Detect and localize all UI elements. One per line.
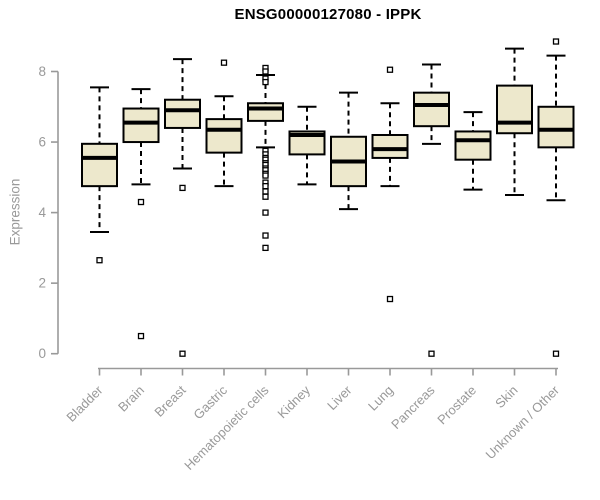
outlier-point	[262, 193, 269, 200]
x-axis-tick-label-brain: Brain	[115, 383, 147, 415]
box	[205, 118, 243, 154]
y-axis-tick-label: 4	[38, 205, 46, 220]
box	[537, 105, 575, 149]
x-axis-tick-label-prostate: Prostate	[434, 383, 479, 428]
x-axis-tick-label-pancreas: Pancreas	[388, 382, 438, 432]
outlier-point	[262, 188, 269, 195]
boxplot-prostate	[454, 111, 492, 191]
y-axis-tick-label: 2	[38, 276, 46, 291]
outlier-point	[96, 257, 103, 264]
x-axis-tick-label-skin: Skin	[492, 383, 520, 411]
outlier-point	[262, 68, 269, 75]
boxplot-lung	[371, 66, 409, 303]
outlier-point	[137, 198, 145, 206]
x-axis-tick-label-kidney: Kidney	[274, 382, 313, 421]
x-axis-tick-label-lung: Lung	[365, 383, 396, 414]
x-axis-tick-label-breast: Breast	[151, 382, 188, 419]
x-axis-tick-label-bladder: Bladder	[63, 382, 106, 425]
box	[164, 98, 201, 129]
outlier-point	[428, 350, 435, 357]
x-axis-tick-label-unknown-other: Unknown / Other	[483, 382, 563, 462]
outlier-point	[262, 78, 269, 86]
outlier-point	[262, 244, 269, 252]
outlier-point	[179, 350, 186, 357]
outlier-point	[552, 38, 560, 45]
box	[122, 107, 160, 144]
outlier-point	[552, 350, 560, 357]
box	[454, 130, 492, 161]
box	[413, 91, 450, 128]
box	[288, 130, 326, 156]
box	[496, 84, 533, 135]
box	[247, 102, 284, 122]
outlier-point	[262, 172, 269, 179]
outlier-point	[137, 332, 145, 340]
x-axis-tick-label-gastric: Gastric	[190, 382, 230, 422]
y-axis-tick-label: 0	[38, 346, 46, 361]
box	[371, 133, 409, 159]
boxplot-pancreas	[413, 63, 450, 357]
outlier-point	[262, 232, 269, 239]
boxplot-bladder	[81, 86, 118, 264]
boxplot-breast	[164, 58, 201, 357]
boxplot-brain	[122, 88, 160, 340]
y-axis-tick-label: 8	[38, 64, 46, 79]
y-axis-tick-label: 6	[38, 135, 46, 150]
outlier-point	[262, 209, 269, 216]
outlier-point	[262, 182, 269, 190]
chart-title: ENSG00000127080 - IPPK	[234, 6, 422, 23]
outlier-point	[386, 66, 394, 73]
boxplot-gastric	[205, 59, 243, 188]
boxplot-unknown-other	[537, 38, 575, 357]
boxplot-kidney	[288, 105, 326, 186]
boxplot-liver	[330, 91, 367, 211]
outlier-point	[220, 59, 228, 66]
x-axis-tick-label-liver: Liver	[324, 382, 355, 413]
boxplot-hematopoietic-cells	[247, 64, 284, 252]
boxplot-skin	[496, 47, 533, 196]
outlier-point	[179, 184, 186, 192]
box	[81, 142, 118, 188]
outlier-point	[386, 295, 394, 303]
